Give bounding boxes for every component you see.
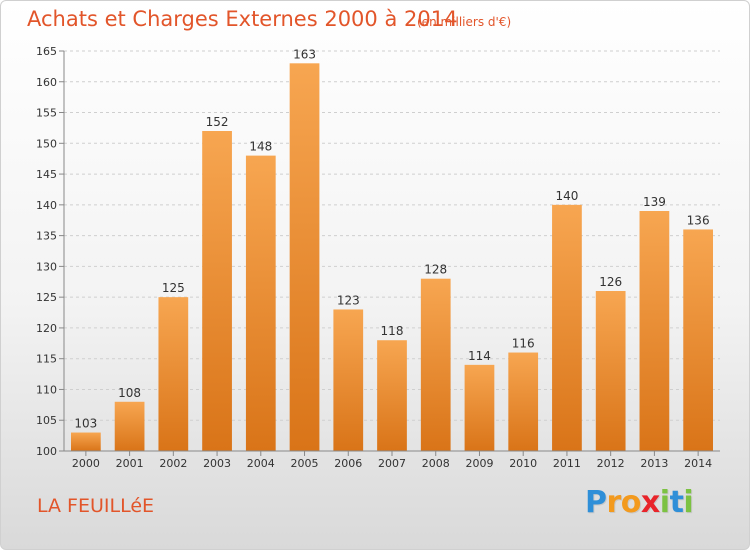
x-tick-label: 2005 bbox=[291, 457, 319, 470]
bar-value-label: 126 bbox=[599, 275, 622, 289]
bar bbox=[245, 155, 276, 451]
bar bbox=[333, 309, 364, 451]
y-tick-label: 145 bbox=[36, 168, 57, 181]
x-tick-label: 2000 bbox=[72, 457, 100, 470]
y-tick-label: 100 bbox=[36, 445, 57, 458]
y-tick-label: 155 bbox=[36, 107, 57, 120]
y-tick-label: 115 bbox=[36, 353, 57, 366]
bar bbox=[552, 204, 582, 451]
bar bbox=[377, 340, 407, 451]
bar-value-label: 103 bbox=[74, 417, 97, 431]
x-tick-label: 2010 bbox=[509, 457, 537, 470]
logo-letter: i bbox=[683, 485, 694, 520]
x-tick-label: 2004 bbox=[247, 457, 275, 470]
y-tick-label: 125 bbox=[36, 291, 57, 304]
bar bbox=[202, 131, 232, 451]
bar-value-label: 163 bbox=[293, 47, 316, 61]
bar bbox=[639, 211, 670, 451]
bar-value-label: 118 bbox=[381, 324, 404, 338]
x-tick-label: 2008 bbox=[422, 457, 450, 470]
bar-value-label: 140 bbox=[555, 189, 578, 203]
y-tick-label: 165 bbox=[36, 45, 57, 58]
city-name: LA FEUILLéE bbox=[37, 495, 155, 517]
bar bbox=[158, 297, 189, 451]
proxiti-logo[interactable]: Proxiti bbox=[585, 485, 694, 520]
y-tick-label: 140 bbox=[36, 199, 57, 212]
bar bbox=[289, 63, 320, 452]
bar-value-label: 139 bbox=[643, 195, 666, 209]
bar-value-label: 125 bbox=[162, 281, 185, 295]
logo-letter: x bbox=[640, 485, 660, 520]
y-tick-label: 135 bbox=[36, 230, 57, 243]
y-tick-label: 130 bbox=[36, 260, 57, 273]
logo-letter: t bbox=[669, 485, 684, 520]
bar-value-label: 148 bbox=[249, 140, 272, 154]
x-tick-label: 2011 bbox=[553, 457, 581, 470]
axes: 100 105 110 115 120 125 130 135 140 145 150 155 160 1… bbox=[36, 45, 720, 470]
bar-value-label: 152 bbox=[206, 115, 229, 129]
bar-value-label: 123 bbox=[337, 293, 360, 307]
x-tick-label: 2014 bbox=[684, 457, 712, 470]
bars bbox=[70, 63, 714, 452]
logo-letter: P bbox=[585, 485, 607, 520]
x-tick-label: 2002 bbox=[159, 457, 187, 470]
logo-letter: r bbox=[606, 485, 622, 520]
chart-title: Achats et Charges Externes 2000 à 2014 bbox=[27, 7, 458, 31]
bar bbox=[595, 291, 626, 451]
y-tick-label: 120 bbox=[36, 322, 57, 335]
y-tick-label: 160 bbox=[36, 76, 57, 89]
x-tick-label: 2007 bbox=[378, 457, 406, 470]
x-tick-label: 2013 bbox=[640, 457, 668, 470]
x-tick-label: 2006 bbox=[334, 457, 362, 470]
bar-value-label: 108 bbox=[118, 386, 141, 400]
bar-value-label: 114 bbox=[468, 349, 491, 363]
y-tick-label: 150 bbox=[36, 137, 57, 150]
bar bbox=[420, 278, 451, 451]
x-tick-label: 2001 bbox=[116, 457, 144, 470]
chart-subtitle: (en milliers d'€) bbox=[417, 15, 512, 29]
bar bbox=[683, 229, 714, 451]
value-labels: 103 108 125 152 148 163 123 118 128 114 116 140 126 1… bbox=[74, 47, 709, 430]
bar bbox=[114, 401, 145, 451]
bar bbox=[464, 364, 495, 451]
bar bbox=[508, 352, 539, 451]
bar bbox=[70, 432, 101, 451]
bar-value-label: 116 bbox=[512, 337, 535, 351]
x-tick-label: 2009 bbox=[465, 457, 493, 470]
bar-value-label: 128 bbox=[424, 263, 447, 277]
logo-letter: o bbox=[620, 485, 642, 520]
y-tick-label: 110 bbox=[36, 383, 57, 396]
x-tick-label: 2003 bbox=[203, 457, 231, 470]
y-tick-label: 105 bbox=[36, 414, 57, 427]
x-tick-label: 2012 bbox=[597, 457, 625, 470]
logo-letter: i bbox=[659, 485, 670, 520]
bar-value-label: 136 bbox=[687, 213, 710, 227]
